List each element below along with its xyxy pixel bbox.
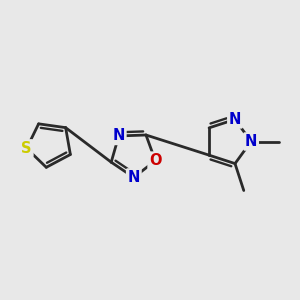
Text: N: N xyxy=(128,170,140,185)
Text: N: N xyxy=(229,112,241,127)
Text: S: S xyxy=(21,141,32,156)
Text: N: N xyxy=(112,128,125,143)
Text: N: N xyxy=(245,134,257,149)
Text: O: O xyxy=(149,153,162,168)
